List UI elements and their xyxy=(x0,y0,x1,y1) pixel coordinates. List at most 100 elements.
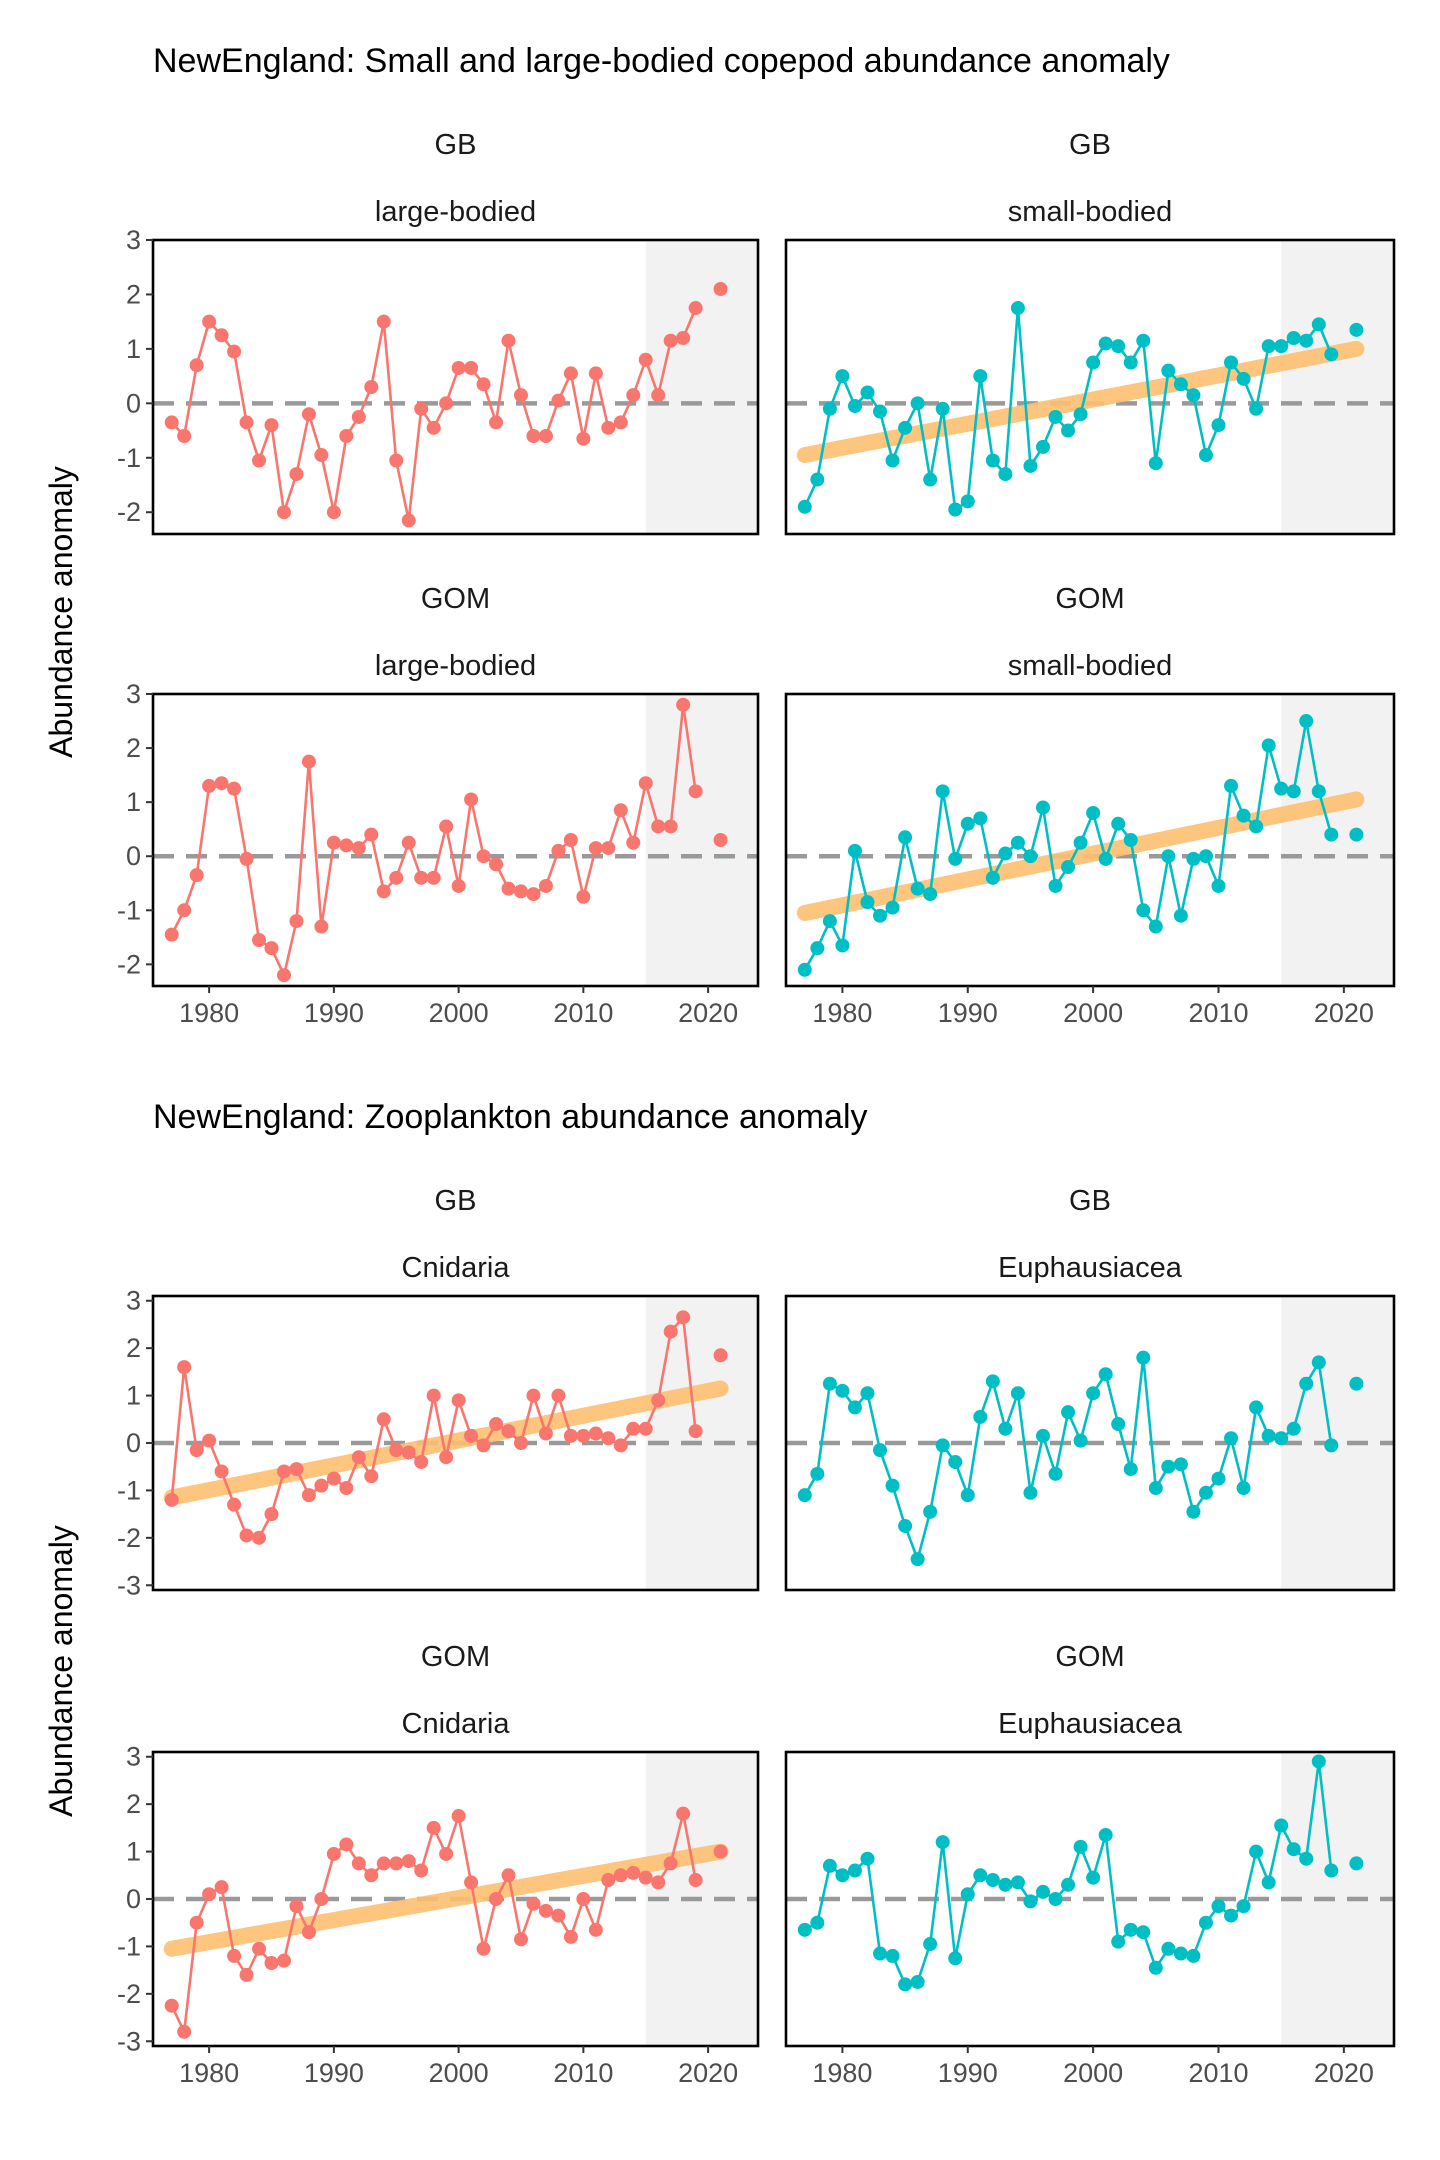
data-point xyxy=(164,415,179,430)
data-point xyxy=(588,1426,603,1441)
x-tick-label: 1990 xyxy=(304,2058,364,2088)
data-point xyxy=(797,1922,812,1937)
series-line xyxy=(170,1813,697,2037)
data-point xyxy=(1161,1941,1176,1956)
data-point xyxy=(1148,1960,1163,1975)
data-point xyxy=(651,819,666,834)
data-point xyxy=(1349,322,1364,337)
data-point xyxy=(563,1929,578,1944)
data-point xyxy=(476,1438,491,1453)
panel-border xyxy=(784,692,1396,988)
data-point xyxy=(189,358,204,373)
data-point xyxy=(526,1896,541,1911)
y-tick-label: 2 xyxy=(126,1333,141,1363)
data-point xyxy=(551,393,566,408)
data-point xyxy=(1148,1481,1163,1496)
data-point xyxy=(364,380,379,394)
data-point xyxy=(1061,423,1076,438)
y-tick-label: 3 xyxy=(126,1742,141,1772)
data-point xyxy=(1249,401,1264,416)
strip-region-label: GOM xyxy=(1055,583,1124,615)
y-tick-label: -2 xyxy=(117,949,141,979)
data-point xyxy=(626,835,641,850)
data-point xyxy=(476,1941,491,1956)
data-point xyxy=(835,1868,850,1883)
data-point xyxy=(501,881,516,896)
strip-group-label: small-bodied xyxy=(1008,196,1172,228)
data-point xyxy=(1048,878,1063,893)
data-point xyxy=(985,1873,1000,1888)
data-point xyxy=(1211,1899,1226,1914)
data-point xyxy=(177,429,192,443)
data-point xyxy=(339,1481,354,1496)
data-point xyxy=(314,1478,329,1493)
data-point xyxy=(601,841,616,856)
data-point xyxy=(998,846,1013,861)
strip-group-label: Cnidaria xyxy=(402,1708,511,1740)
data-point xyxy=(676,697,691,712)
panel-gom-euphausiacea: GOM Euphausiacea 1980 1990 2000 2010 2020 xyxy=(784,1641,1396,2088)
data-point xyxy=(1261,1875,1276,1890)
data-point xyxy=(301,407,316,422)
data-point xyxy=(1073,1433,1088,1448)
data-point xyxy=(227,1948,242,1963)
data-point xyxy=(910,396,925,411)
data-point xyxy=(985,870,1000,885)
data-point xyxy=(885,1478,900,1493)
data-point xyxy=(1236,808,1251,823)
data-point xyxy=(1274,1818,1289,1833)
data-point xyxy=(638,776,653,791)
data-point xyxy=(426,1820,441,1835)
data-point xyxy=(276,968,291,983)
data-point xyxy=(376,1856,391,1871)
data-point xyxy=(1274,781,1289,796)
data-point xyxy=(1061,1405,1076,1420)
data-point xyxy=(164,927,179,942)
data-point xyxy=(910,1974,925,1989)
data-point xyxy=(389,1443,404,1458)
strip-region-label: GOM xyxy=(1055,1641,1124,1673)
recent-period-shade xyxy=(645,240,758,534)
data-point xyxy=(376,1412,391,1427)
data-point xyxy=(526,429,541,443)
data-point xyxy=(1261,1428,1276,1443)
data-point xyxy=(713,833,728,847)
x-tick-label: 2020 xyxy=(678,2058,738,2088)
data-point xyxy=(935,1438,950,1453)
data-point xyxy=(351,841,366,856)
panel-gom-cnidaria: GOM Cnidaria -3 -2 -1 0 1 2 3 1980 1990 2000 2010 202… xyxy=(117,1641,760,2088)
data-point xyxy=(822,914,837,929)
data-point xyxy=(1035,1428,1050,1443)
strip-region-label: GB xyxy=(435,1185,477,1217)
data-point xyxy=(401,513,416,528)
data-point xyxy=(885,453,900,468)
data-point xyxy=(326,505,341,520)
data-point xyxy=(538,1426,553,1441)
data-point xyxy=(451,1809,466,1824)
data-point xyxy=(1010,1875,1025,1890)
data-point xyxy=(1349,827,1364,842)
data-point xyxy=(1224,778,1239,793)
data-point xyxy=(289,1899,304,1914)
data-point xyxy=(1311,784,1326,799)
data-point xyxy=(426,420,441,435)
data-point xyxy=(973,1868,988,1883)
data-point xyxy=(563,1428,578,1443)
data-point xyxy=(1211,418,1226,433)
data-point xyxy=(613,415,628,430)
data-point xyxy=(476,377,491,392)
data-point xyxy=(202,1887,217,1902)
data-point xyxy=(638,1421,653,1436)
y-tick-label: -1 xyxy=(117,443,141,473)
strip-group-label: Euphausiacea xyxy=(998,1252,1183,1284)
data-point xyxy=(264,1507,279,1522)
data-point xyxy=(339,1837,354,1852)
series-line xyxy=(170,704,697,980)
data-point xyxy=(985,1374,1000,1389)
data-point xyxy=(227,1497,242,1512)
data-point xyxy=(713,1844,728,1859)
data-point xyxy=(1111,339,1126,354)
data-point xyxy=(910,1552,925,1567)
data-point xyxy=(489,857,504,872)
data-point xyxy=(1186,1504,1201,1519)
